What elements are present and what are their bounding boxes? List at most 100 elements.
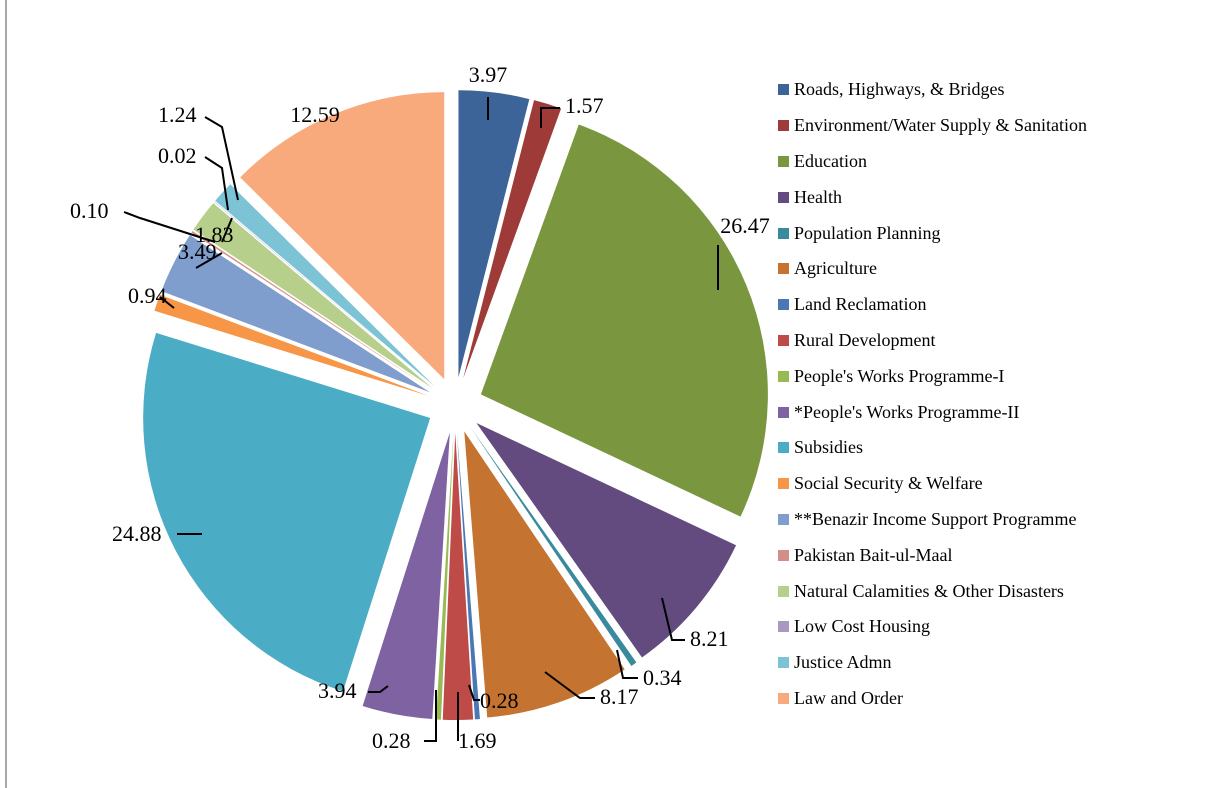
legend-swatch — [778, 585, 789, 597]
legend-swatch — [778, 191, 789, 203]
legend-item: Agriculture — [778, 251, 1208, 287]
legend-item: Roads, Highways, & Bridges — [778, 72, 1208, 108]
legend-swatch — [778, 370, 789, 382]
data-label: 1.83 — [195, 222, 234, 247]
data-label: 3.97 — [469, 62, 508, 87]
legend-label: Education — [794, 150, 867, 171]
legend: Roads, Highways, & Bridges Environment/Wa… — [778, 72, 1208, 716]
legend-item: Rural Development — [778, 323, 1208, 359]
legend-swatch — [778, 84, 789, 96]
legend-label: Population Planning — [794, 222, 941, 243]
pie-slice — [435, 432, 454, 720]
legend-item: Education — [778, 144, 1208, 180]
legend-label: Rural Development — [794, 329, 936, 350]
leader-line — [540, 107, 560, 128]
legend-label: Law and Order — [794, 687, 903, 708]
leader-line — [221, 217, 233, 243]
leader-line — [123, 211, 216, 243]
legend-label: Natural Calamities & Other Disasters — [794, 580, 1064, 601]
pie-slice — [470, 428, 637, 666]
legend-item: **Benazir Income Support Programme — [778, 502, 1208, 538]
data-label: 3.94 — [318, 678, 357, 703]
legend-label: Justice Admn — [794, 652, 892, 673]
legend-swatch — [778, 549, 789, 561]
leader-line — [544, 671, 595, 699]
pie-slice — [240, 92, 445, 380]
legend-label: Agriculture — [794, 258, 877, 279]
pie-slice — [476, 423, 737, 658]
data-label: 1.24 — [158, 102, 197, 127]
legend-item: Justice Admn — [778, 645, 1208, 681]
legend-swatch — [778, 155, 789, 167]
data-label: 26.47 — [720, 213, 770, 238]
legend-swatch — [778, 227, 789, 239]
data-label: 0.28 — [480, 688, 519, 713]
data-label: 12.59 — [290, 102, 340, 127]
legend-swatch — [778, 120, 789, 132]
pie-slices — [143, 90, 768, 721]
legend-label: **Benazir Income Support Programme — [794, 508, 1077, 529]
pie-slice — [442, 433, 474, 721]
data-label: 0.34 — [643, 665, 682, 690]
data-label: 8.21 — [690, 626, 729, 651]
legend-swatch — [778, 513, 789, 525]
pie-slice — [464, 431, 625, 718]
data-label: 24.88 — [112, 521, 162, 546]
leader-line — [204, 156, 229, 211]
legend-swatch — [778, 263, 789, 275]
legend-label: Low Cost Housing — [794, 616, 931, 637]
legend-label: Health — [794, 186, 842, 207]
legend-swatch — [778, 478, 789, 490]
data-label: 0.94 — [128, 283, 167, 308]
leader-line — [159, 296, 175, 309]
data-labels: 3.97 1.57 26.47 8.21 0.348.17 0.28 1.69 0.28 3.9… — [70, 62, 770, 753]
pie-slice — [215, 184, 435, 387]
legend-label: Pakistan Bait-ul-Maal — [794, 544, 953, 565]
legend-swatch — [778, 299, 789, 311]
legend-item: Natural Calamities & Other Disasters — [778, 573, 1208, 609]
pie-slice — [480, 124, 768, 517]
legend-item: Subsidies — [778, 430, 1208, 466]
legend-item: Health — [778, 179, 1208, 215]
legend-item: *People's Works Programme-II — [778, 394, 1208, 430]
data-label: 3.49 — [178, 239, 217, 264]
data-label: 1.69 — [458, 728, 497, 753]
legend-swatch — [778, 692, 789, 704]
legend-label: *People's Works Programme-II — [794, 401, 1020, 422]
legend-label: Subsidies — [794, 437, 864, 458]
legend-swatch — [778, 406, 789, 418]
pie-slice — [463, 100, 562, 379]
legend-label: People's Works Programme-I — [794, 365, 1005, 386]
leader-line — [661, 597, 685, 641]
data-label: 0.28 — [372, 728, 411, 753]
legend-item: Population Planning — [778, 215, 1208, 251]
legend-swatch — [778, 334, 789, 346]
data-label: 0.02 — [158, 143, 197, 168]
pie-slice — [154, 294, 429, 396]
legend-swatch — [778, 442, 789, 454]
legend-item: People's Works Programme-I — [778, 358, 1208, 394]
legend-item: Land Reclamation — [778, 287, 1208, 323]
legend-label: Land Reclamation — [794, 294, 927, 315]
legend-item: Social Security & Welfare — [778, 466, 1208, 502]
data-label: 0.10 — [70, 198, 109, 223]
legend-label: Social Security & Welfare — [794, 473, 983, 494]
legend-swatch — [778, 621, 789, 633]
legend-item: Environment/Water Supply & Sanitation — [778, 108, 1208, 144]
pie-slice — [161, 235, 431, 393]
leader-line — [616, 649, 638, 679]
legend-label: Roads, Highways, & Bridges — [794, 79, 1005, 100]
data-label: 8.17 — [600, 684, 639, 709]
leader-line — [204, 116, 239, 201]
leader-lines — [123, 97, 719, 742]
pie-slice — [458, 90, 530, 378]
data-label: 1.57 — [565, 93, 604, 118]
pie-slice — [143, 332, 431, 692]
leader-line — [424, 690, 437, 742]
pie-slice — [456, 432, 480, 720]
leader-line — [368, 685, 389, 693]
pie-slice — [191, 230, 432, 390]
legend-item: Low Cost Housing — [778, 609, 1208, 645]
